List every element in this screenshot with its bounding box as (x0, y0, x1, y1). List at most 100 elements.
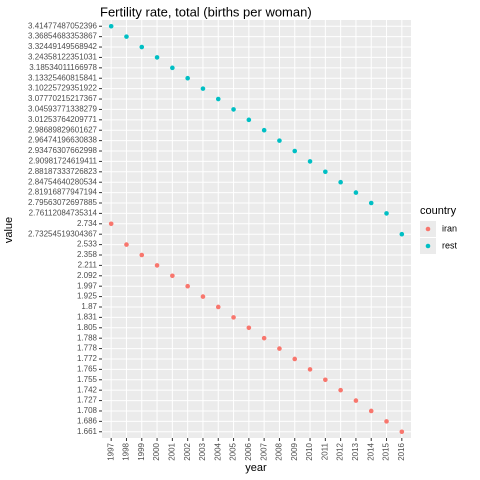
x-tick-label: 2009 (290, 442, 299, 460)
y-tick-label: 1.755 (77, 375, 98, 384)
y-tick-label: 3.41477487052396 (28, 21, 98, 30)
y-tick-label: 1.87 (81, 302, 97, 311)
y-tick-label: 2.734 (77, 219, 98, 228)
y-tick-label: 1.727 (77, 396, 98, 405)
y-axis-label: value (3, 217, 15, 243)
x-tick-label: 2013 (351, 442, 360, 460)
point (277, 346, 282, 351)
point (154, 263, 160, 268)
x-tick-label: 2004 (213, 442, 222, 460)
point (277, 138, 282, 143)
chart-title: Fertility rate, total (births per woman) (100, 4, 312, 19)
y-tick-label: 3.18534011166978 (29, 63, 97, 72)
x-tick-label: 2005 (229, 442, 238, 460)
y-tick-label: 2.533 (77, 240, 98, 249)
x-tick-label: 2014 (366, 442, 375, 460)
y-tick-label: 1.788 (77, 333, 98, 342)
y-tick-label: 2.358 (77, 250, 98, 259)
point (200, 86, 206, 91)
x-tick-label: 2008 (275, 442, 284, 460)
y-tick-label: 3.04593771338279 (28, 105, 98, 114)
y-tick-label: 1.778 (77, 344, 98, 353)
y-tick-label: 1.742 (77, 385, 98, 394)
point (231, 315, 236, 320)
point (215, 304, 221, 310)
x-tick-label: 2007 (259, 442, 268, 460)
y-tick-label: 1.686 (77, 416, 98, 425)
point (323, 169, 328, 175)
y-tick-label: 3.01253764209771 (28, 115, 98, 124)
y-tick-label: 2.76112084735314 (29, 209, 98, 218)
y-tick-label: 3.07770215217367 (28, 94, 98, 103)
point (170, 273, 175, 279)
y-tick-label: 1.831 (77, 312, 98, 321)
point (185, 283, 190, 289)
x-tick-label: 2000 (152, 442, 161, 460)
y-tick-label: 2.96474196630838 (28, 136, 98, 145)
y-tick-label: 3.13325460815841 (28, 73, 98, 82)
y-tick-label: 2.73254519304367 (28, 229, 98, 238)
point (399, 231, 405, 237)
point (108, 221, 114, 227)
legend-title: country (420, 205, 457, 217)
point (215, 96, 221, 102)
point (384, 419, 389, 424)
y-tick-label: 2.98689829601627 (28, 125, 98, 134)
point (368, 408, 374, 414)
x-axis-label: year (245, 462, 267, 474)
point (185, 75, 190, 81)
x-tick-label: 2001 (167, 442, 176, 460)
plot-panel (102, 20, 411, 438)
point (384, 211, 389, 216)
legend-label: iran (442, 223, 457, 233)
point (353, 190, 359, 195)
x-tick-label: 2006 (244, 442, 253, 460)
point (261, 335, 267, 341)
x-tick-label: 2015 (382, 442, 391, 460)
x-tick-label: 2016 (397, 442, 406, 460)
x-tick-label: 2002 (183, 442, 192, 460)
point (139, 44, 145, 50)
y-tick-label: 2.092 (77, 271, 98, 280)
x-tick-label: 2012 (336, 442, 345, 460)
point (292, 148, 298, 154)
point (170, 65, 175, 71)
y-tick-label: 1.765 (77, 364, 98, 373)
point (292, 356, 298, 362)
point (200, 294, 206, 299)
y-tick-label: 3.24358122351031 (28, 53, 98, 62)
point (307, 159, 313, 164)
point (307, 367, 313, 372)
y-tick-label: 2.84754640280534 (28, 177, 98, 186)
point (154, 55, 160, 60)
legend-label: rest (442, 240, 458, 250)
x-tick-label: 1997 (106, 442, 115, 460)
x-tick-label: 2003 (198, 442, 207, 460)
point (231, 107, 236, 112)
x-tick-label: 2010 (305, 442, 314, 460)
x-tick-label: 1999 (137, 442, 146, 460)
legend-marker (425, 243, 431, 249)
y-tick-label: 1.997 (77, 281, 98, 290)
y-tick-label: 1.772 (77, 354, 98, 363)
y-tick-label: 2.93476307662998 (28, 146, 98, 155)
point (353, 398, 359, 403)
y-tick-label: 3.36854683353867 (28, 32, 98, 41)
point (338, 387, 343, 393)
point (246, 325, 252, 331)
y-tick-label: 2.90981724619411 (29, 157, 98, 166)
point (399, 429, 405, 435)
point (261, 127, 267, 133)
point (124, 242, 129, 247)
y-tick-label: 1.661 (77, 427, 98, 436)
point (246, 117, 252, 123)
y-tick-label: 2.211 (78, 261, 98, 270)
point (338, 179, 343, 185)
point (368, 200, 374, 206)
y-tick-label: 2.79563072697885 (28, 198, 98, 207)
y-tick-label: 1.925 (77, 292, 98, 301)
point (139, 252, 145, 258)
y-tick-label: 1.708 (77, 406, 98, 415)
point (108, 23, 114, 29)
y-tick-label: 2.81916877947194 (28, 188, 98, 197)
